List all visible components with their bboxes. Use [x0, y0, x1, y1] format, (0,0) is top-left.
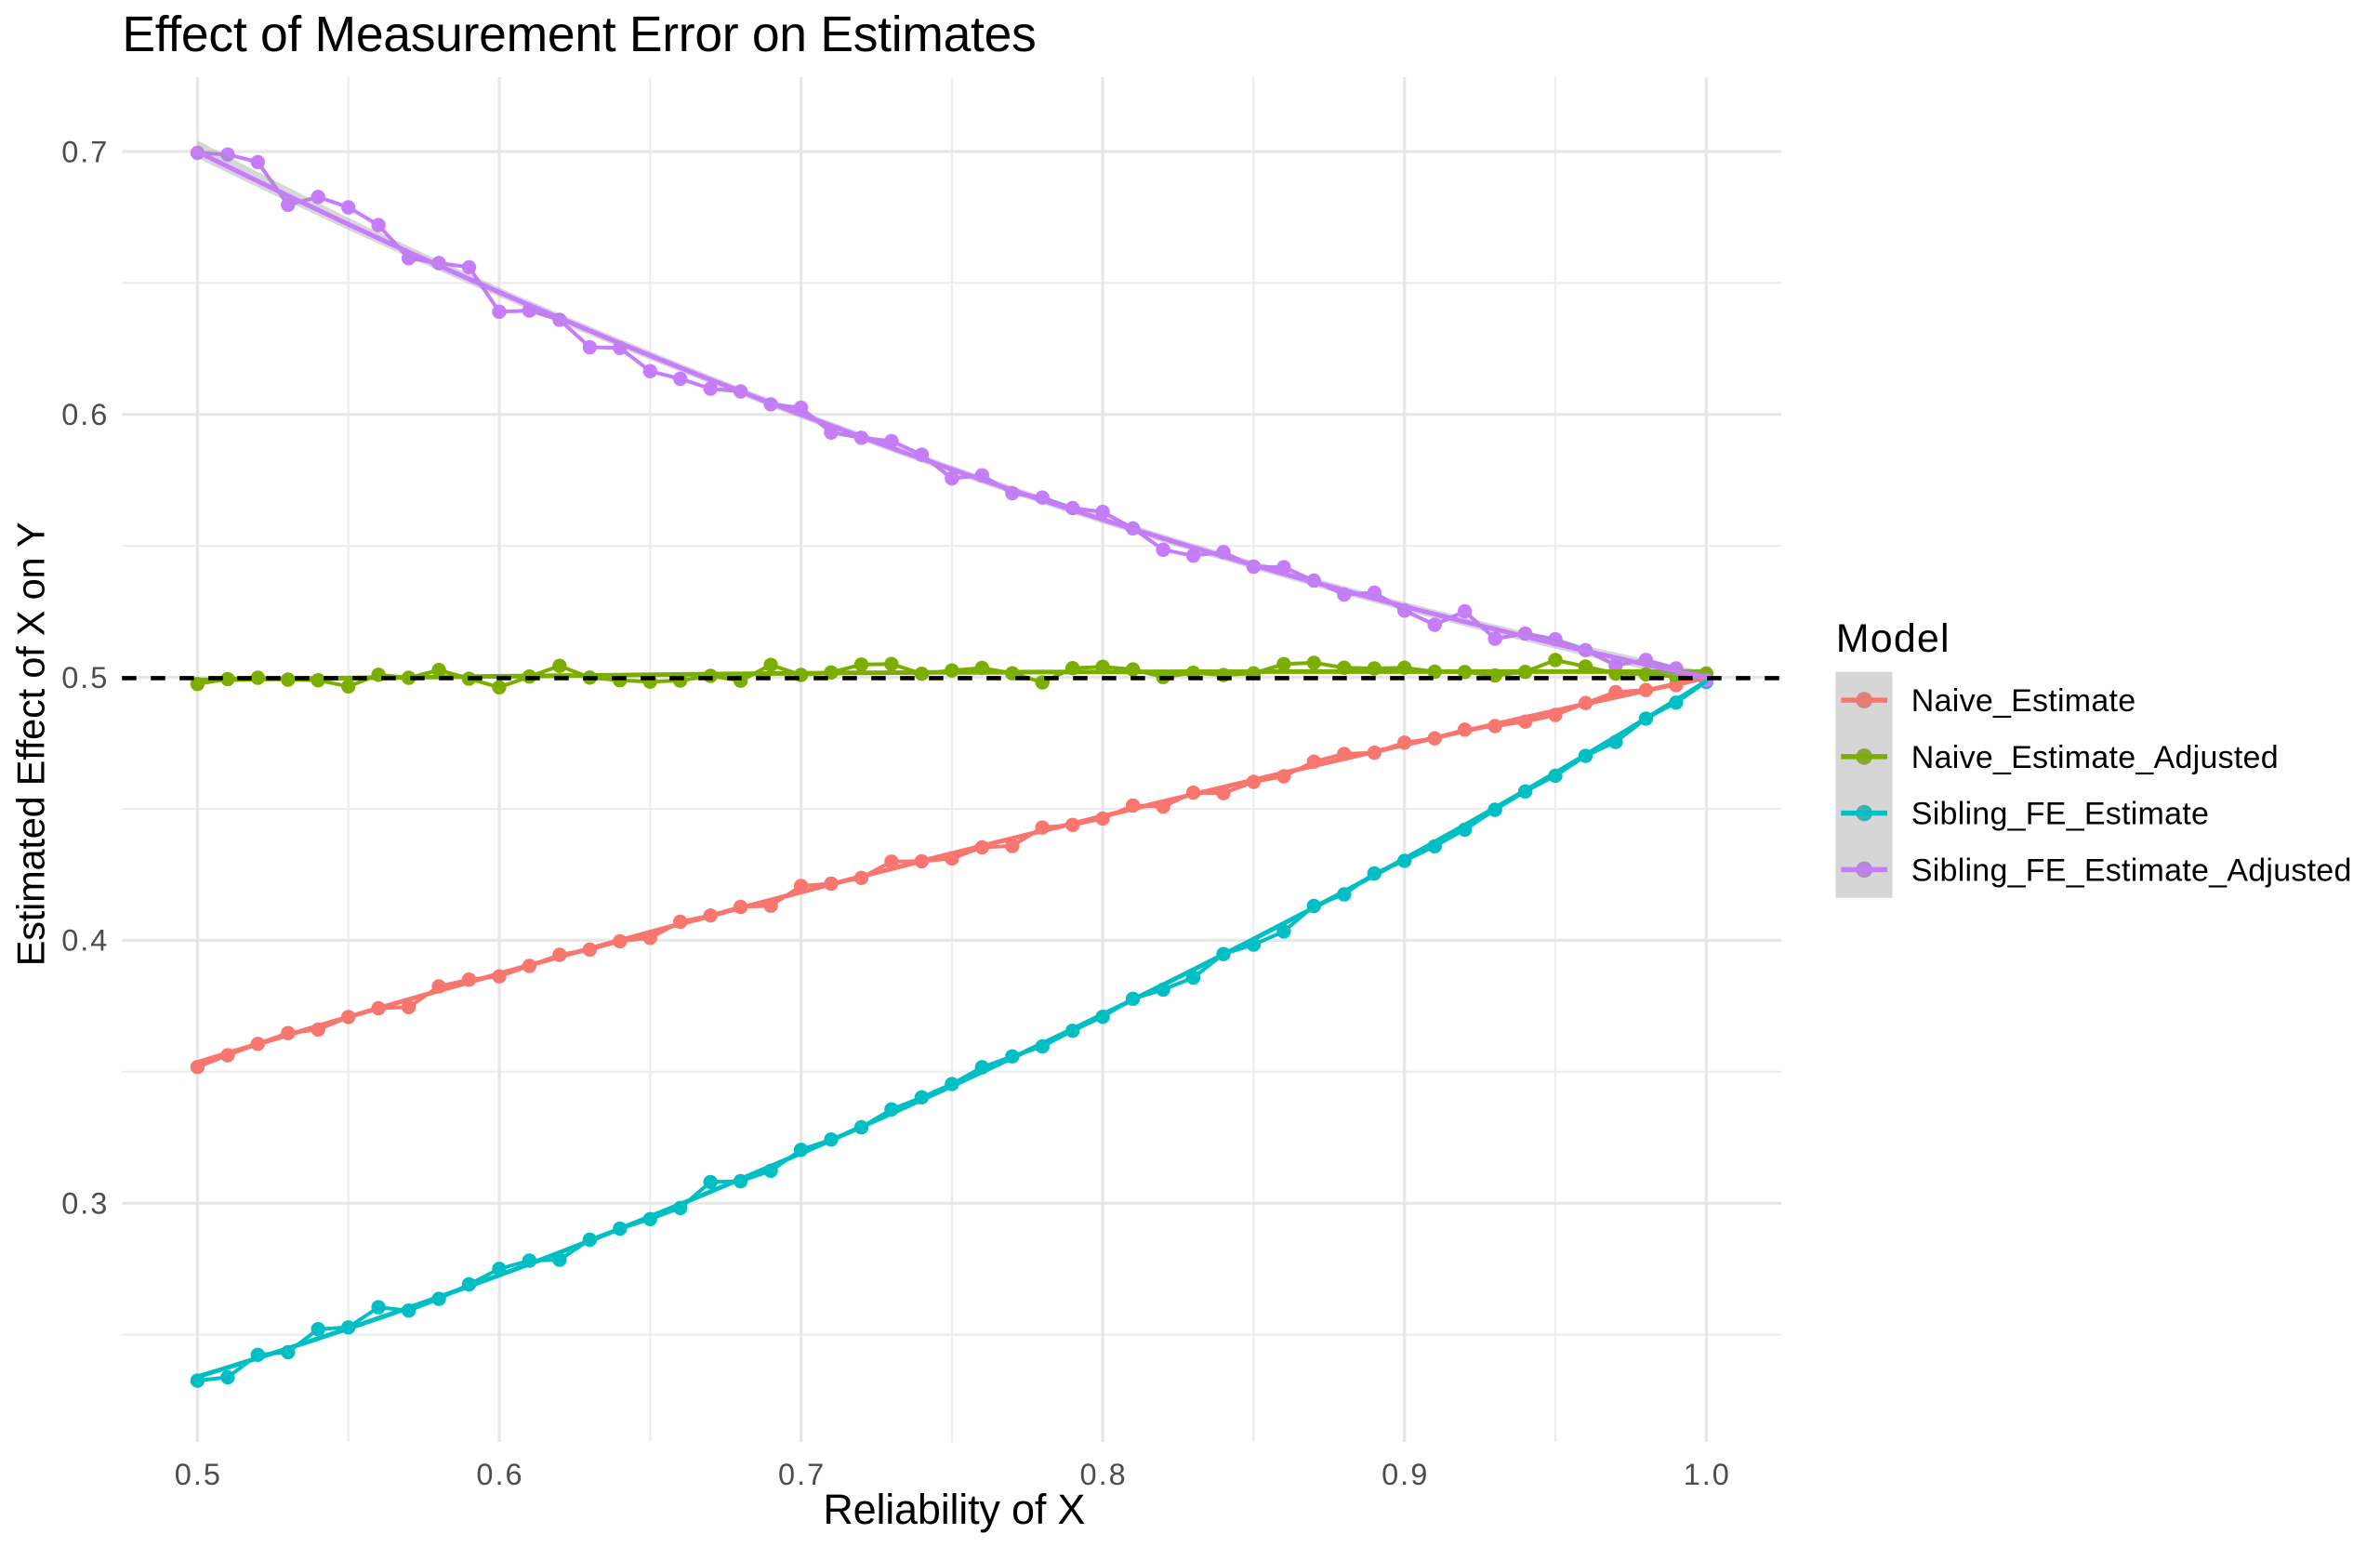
svg-text:1.0: 1.0: [1684, 1458, 1731, 1491]
svg-text:0.6: 0.6: [476, 1458, 523, 1491]
svg-text:Sibling_FE_Estimate_Adjusted: Sibling_FE_Estimate_Adjusted: [1911, 853, 2352, 888]
svg-text:Estimated Effect of X on Y: Estimated Effect of X on Y: [8, 522, 52, 967]
svg-text:0.6: 0.6: [61, 398, 109, 431]
svg-text:0.4: 0.4: [61, 924, 109, 958]
svg-text:0.9: 0.9: [1382, 1458, 1429, 1491]
svg-text:Naive_Estimate_Adjusted: Naive_Estimate_Adjusted: [1911, 740, 2279, 775]
svg-text:Reliability of X: Reliability of X: [823, 1486, 1085, 1533]
svg-text:0.7: 0.7: [61, 135, 109, 168]
svg-text:0.7: 0.7: [778, 1458, 826, 1491]
svg-text:Effect of Measurement Error on: Effect of Measurement Error on Estimates: [122, 7, 1036, 62]
svg-text:0.5: 0.5: [61, 661, 109, 694]
svg-text:Model: Model: [1836, 616, 1950, 661]
svg-text:0.8: 0.8: [1080, 1458, 1128, 1491]
svg-text:Naive_Estimate: Naive_Estimate: [1911, 683, 2136, 719]
svg-text:Sibling_FE_Estimate: Sibling_FE_Estimate: [1911, 797, 2209, 832]
svg-text:0.5: 0.5: [175, 1458, 222, 1491]
svg-text:0.3: 0.3: [61, 1187, 109, 1221]
